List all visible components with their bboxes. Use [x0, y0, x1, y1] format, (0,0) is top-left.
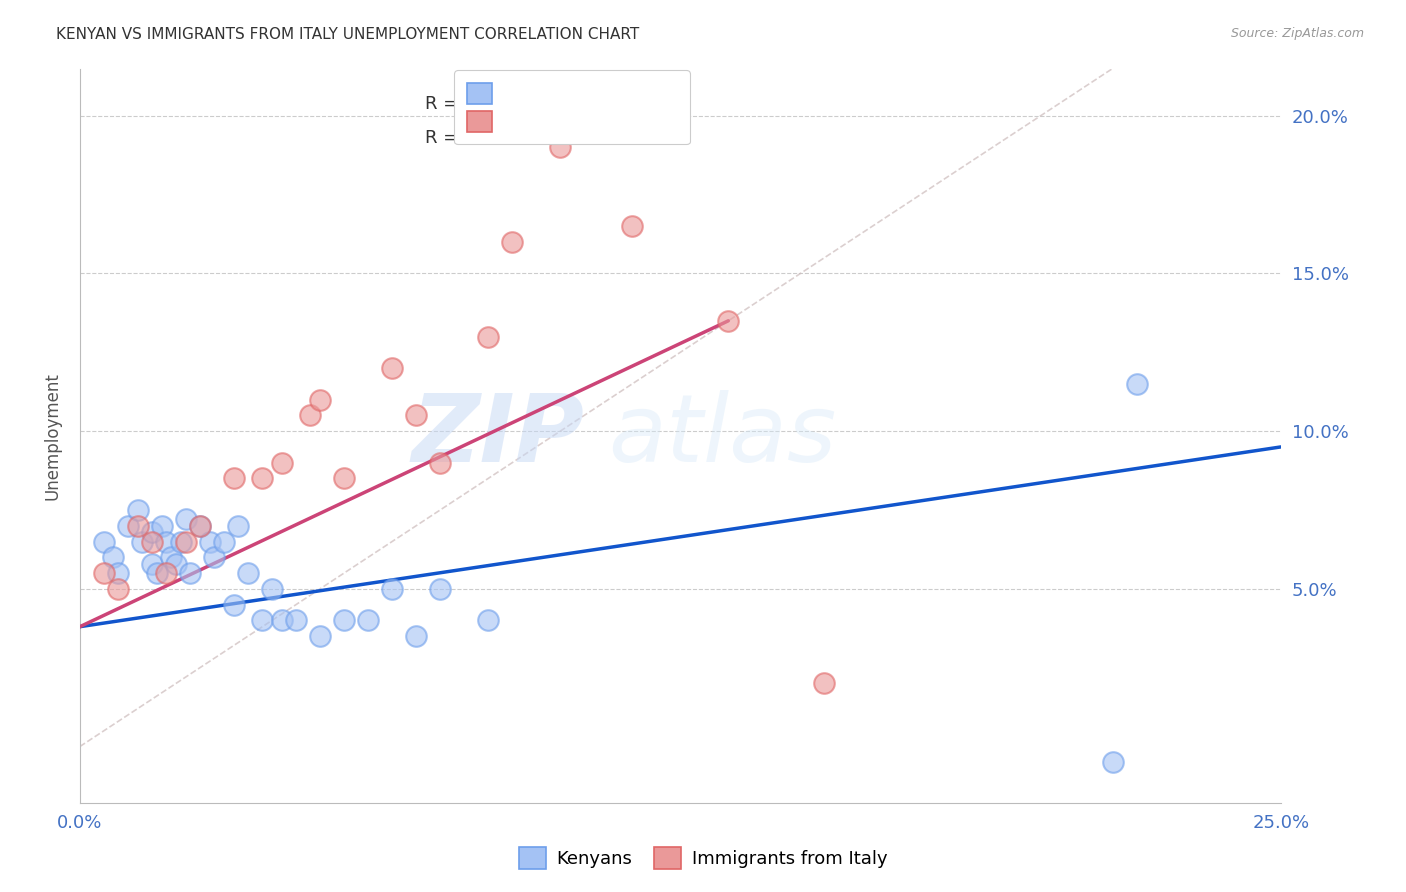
Point [381, 361, 404, 376]
Point [222, 471, 245, 485]
Point [299, 409, 322, 423]
Point [429, 456, 451, 470]
Point [179, 566, 201, 580]
Text: atlas: atlas [609, 391, 837, 482]
Point [145, 566, 167, 580]
Point [477, 329, 499, 343]
Point [107, 582, 129, 596]
Point [309, 629, 332, 643]
Text: KENYAN VS IMMIGRANTS FROM ITALY UNEMPLOYMENT CORRELATION CHART: KENYAN VS IMMIGRANTS FROM ITALY UNEMPLOY… [56, 27, 640, 42]
Point [357, 613, 380, 627]
Point [127, 518, 149, 533]
Point [270, 613, 292, 627]
Point [405, 409, 427, 423]
Y-axis label: Unemployment: Unemployment [44, 372, 60, 500]
Point [155, 566, 177, 580]
Point [621, 219, 644, 234]
Text: Source: ZipAtlas.com: Source: ZipAtlas.com [1230, 27, 1364, 40]
Point [155, 534, 177, 549]
Point [717, 314, 740, 328]
Point [93, 566, 115, 580]
Point [270, 456, 292, 470]
Text: R =: R = [425, 95, 464, 113]
Point [198, 534, 221, 549]
Legend: Kenyans, Immigrants from Italy: Kenyans, Immigrants from Italy [509, 838, 897, 879]
Point [141, 525, 163, 540]
Point [150, 518, 173, 533]
Point [813, 676, 835, 690]
Point [405, 629, 427, 643]
Point [1101, 756, 1123, 770]
Point [188, 518, 211, 533]
Text: N =: N = [527, 129, 578, 147]
Text: N =: N = [527, 95, 578, 113]
Point [429, 582, 451, 596]
Text: 0.388: 0.388 [472, 95, 530, 113]
Point [501, 235, 523, 249]
Text: 0.427: 0.427 [472, 129, 530, 147]
Point [103, 550, 125, 565]
Point [165, 557, 187, 571]
Point [548, 140, 571, 154]
Point [285, 613, 308, 627]
Point [93, 534, 115, 549]
Point [1125, 376, 1147, 391]
Point [477, 613, 499, 627]
Text: R =: R = [425, 129, 464, 147]
Point [252, 471, 274, 485]
Point [222, 598, 245, 612]
Point [228, 518, 250, 533]
Point [174, 512, 197, 526]
Text: ZIP: ZIP [412, 390, 585, 482]
Point [381, 582, 404, 596]
Point [188, 518, 211, 533]
Point [252, 613, 274, 627]
Point [333, 471, 356, 485]
Text: 36: 36 [576, 95, 602, 113]
Point [170, 534, 193, 549]
Point [107, 566, 129, 580]
Point [131, 534, 153, 549]
Point [141, 534, 163, 549]
Point [141, 557, 163, 571]
Point [174, 534, 197, 549]
Text: 22: 22 [576, 129, 602, 147]
Point [260, 582, 283, 596]
Point [212, 534, 235, 549]
Point [333, 613, 356, 627]
Point [160, 550, 183, 565]
Legend: R = 0.388   N = 36, R = 0.427   N = 22: R = 0.388 N = 36, R = 0.427 N = 22 [454, 70, 690, 145]
Point [309, 392, 332, 407]
Point [236, 566, 259, 580]
Point [117, 518, 139, 533]
Point [202, 550, 225, 565]
Point [127, 503, 149, 517]
